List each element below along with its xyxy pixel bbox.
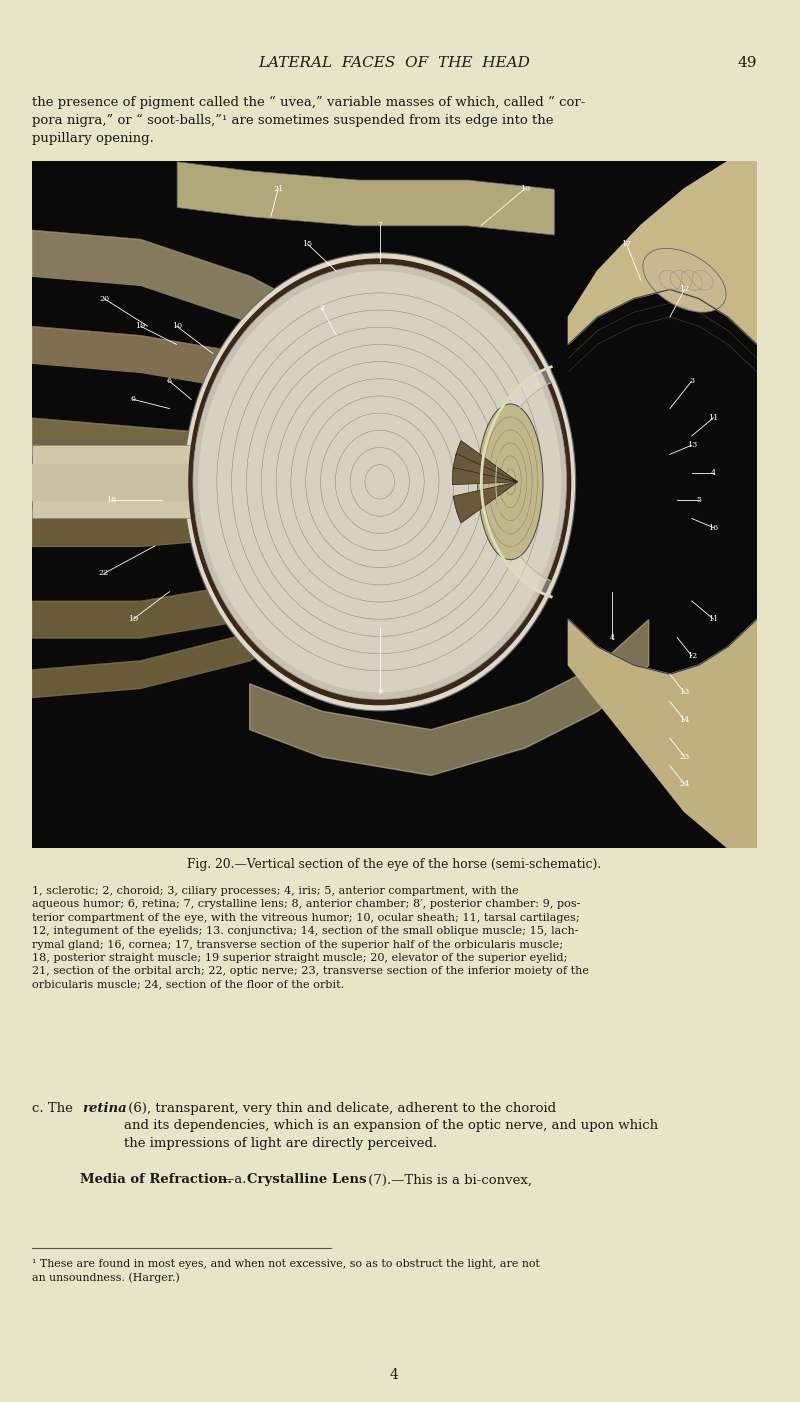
Text: c. The: c. The [31, 1102, 77, 1115]
Text: retina: retina [82, 1102, 126, 1115]
Text: 1, sclerotic; 2, choroid; 3, ciliary processes; 4, iris; 5, anterior compartment: 1, sclerotic; 2, choroid; 3, ciliary pro… [31, 886, 589, 990]
Text: Media of Refraction.: Media of Refraction. [81, 1173, 233, 1186]
Text: (6), transparent, very thin and delicate, adherent to the choroid
and its depend: (6), transparent, very thin and delicate… [124, 1102, 658, 1150]
Text: ¹ These are found in most eyes, and when not excessive, so as to obstruct the li: ¹ These are found in most eyes, and when… [31, 1259, 539, 1283]
Text: LATERAL  FACES  OF  THE  HEAD: LATERAL FACES OF THE HEAD [258, 56, 530, 70]
Text: Crystalline Lens: Crystalline Lens [247, 1173, 366, 1186]
Text: (7).—This is a bi-convex,: (7).—This is a bi-convex, [363, 1173, 531, 1186]
Text: the presence of pigment called the “ uvea,” variable masses of which, called “ c: the presence of pigment called the “ uve… [31, 95, 585, 144]
Text: Fig. 20.—Vertical section of the eye of the horse (semi-schematic).: Fig. 20.—Vertical section of the eye of … [187, 858, 602, 871]
Text: —a.: —a. [221, 1173, 250, 1186]
Text: 4: 4 [390, 1368, 398, 1382]
Text: 49: 49 [738, 56, 757, 70]
